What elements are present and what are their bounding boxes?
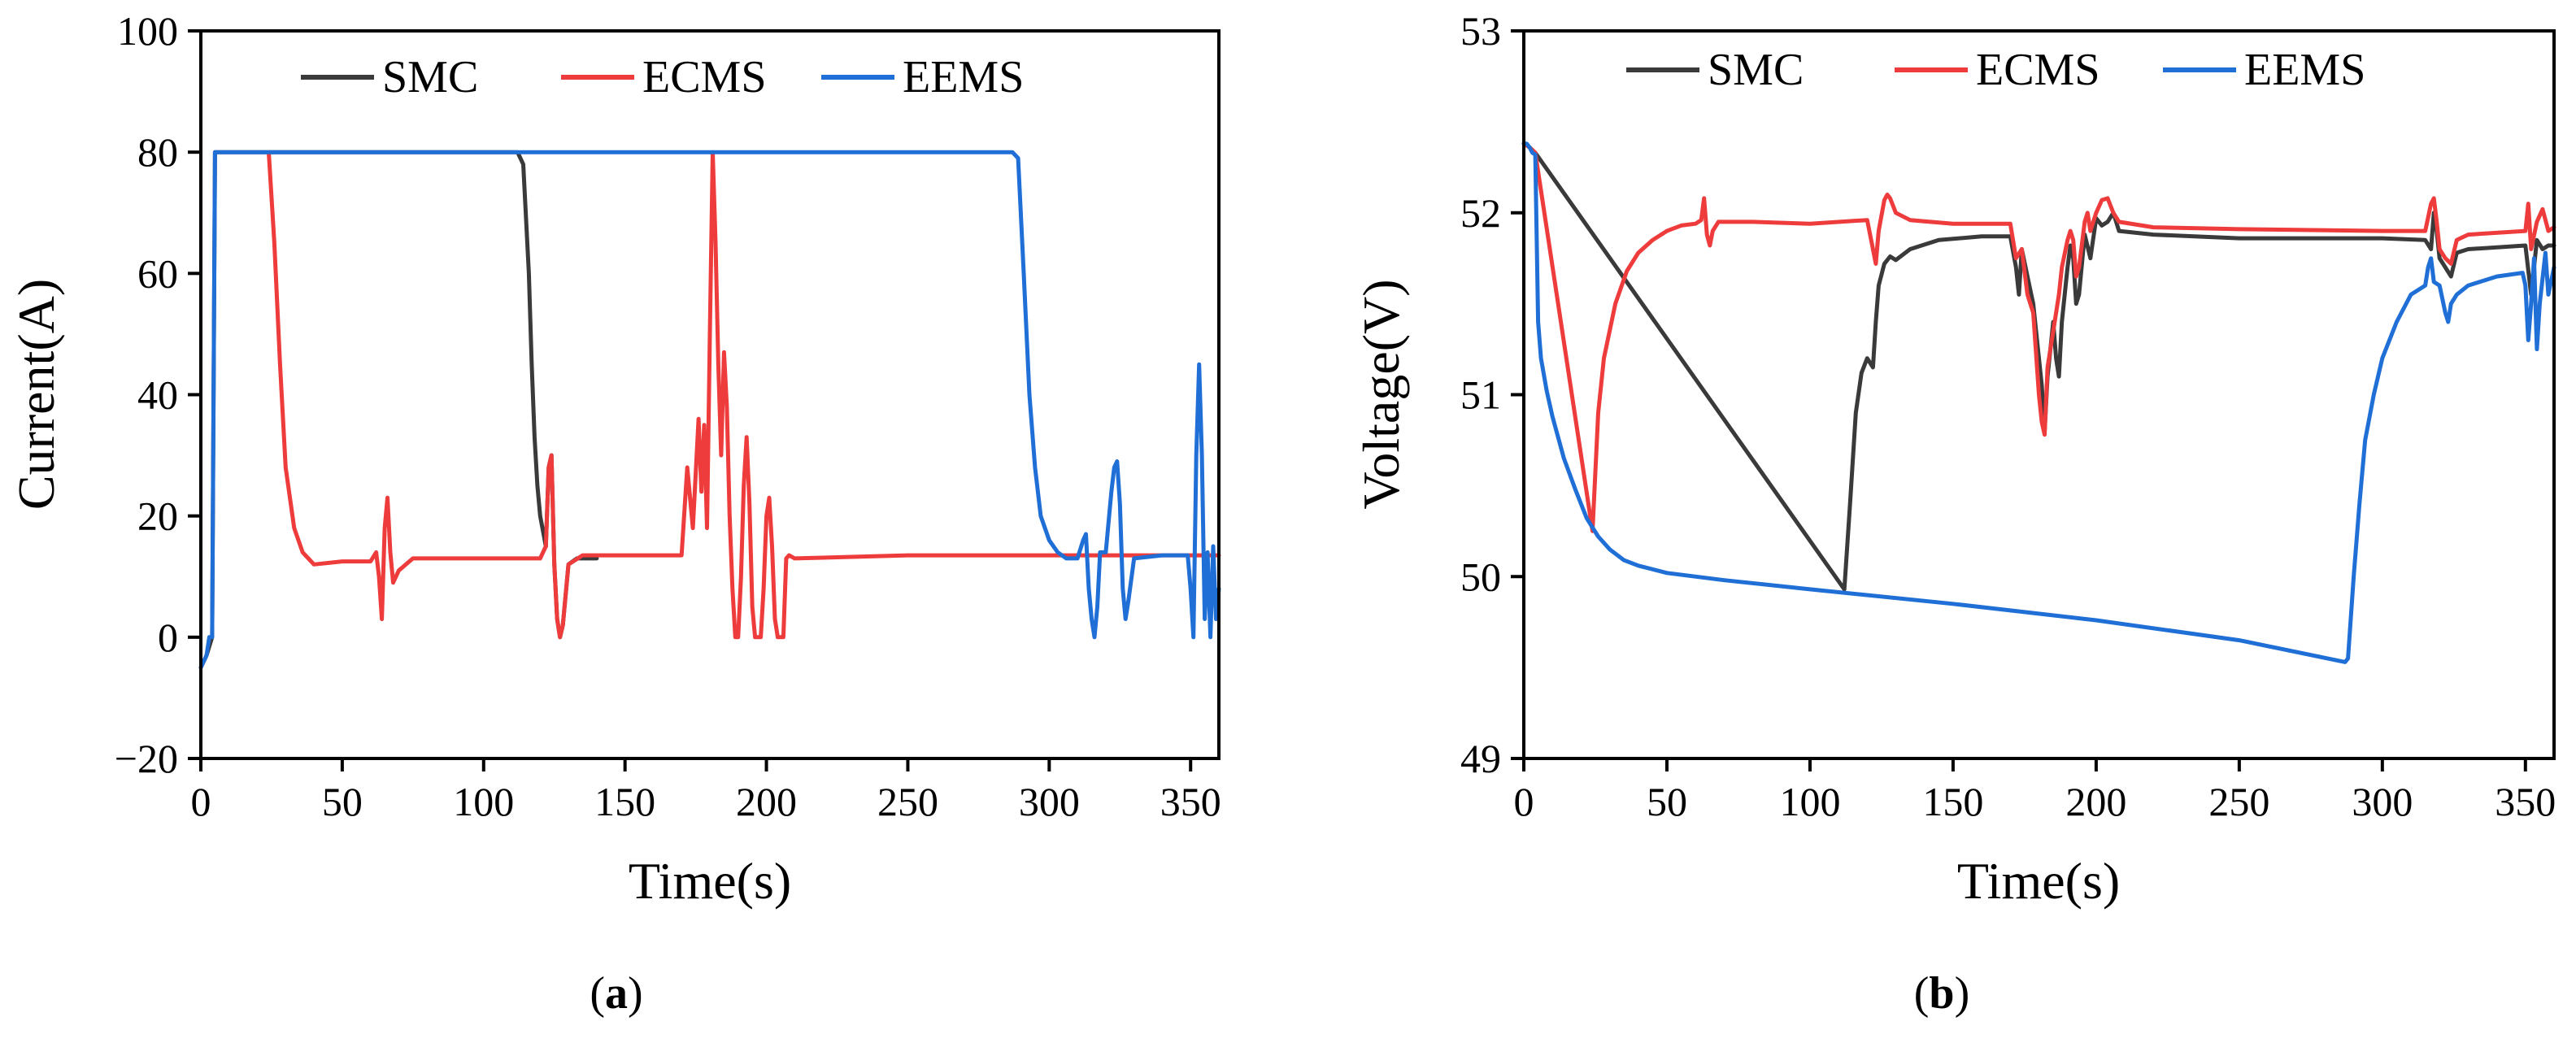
panel-b-x-tick-label: 0 bbox=[1514, 779, 1534, 824]
panel-b-y-tick-label: 51 bbox=[1460, 372, 1501, 418]
panel-a-series-ecms bbox=[267, 150, 1221, 640]
panel-a-current-chart: 0 50 100 150 200 250 300 350 −20 0 20 40 60 80 100 SM… bbox=[7, 8, 1221, 1019]
panel-a-y-axis-label: Current(A) bbox=[7, 279, 65, 510]
panel-a-series-smc bbox=[198, 150, 599, 670]
panel-b-y-tick-label: 53 bbox=[1460, 8, 1501, 54]
panel-a-x-tick-label: 350 bbox=[1160, 779, 1221, 824]
panel-b-series-eems bbox=[1521, 141, 2556, 664]
panel-b-series-smc bbox=[1521, 141, 2556, 592]
panel-b-x-tick-label: 50 bbox=[1647, 779, 1687, 824]
panel-a-series-eems bbox=[198, 150, 1221, 670]
panel-a-x-tick-label: 50 bbox=[322, 779, 363, 824]
panel-a-y-tick-label: −20 bbox=[115, 736, 178, 781]
panel-a-legend-label-eems: EEMS bbox=[903, 52, 1024, 102]
panel-b-x-ticks: 0 50 100 150 200 250 300 350 bbox=[1514, 758, 2556, 824]
panel-b-x-tick-label: 200 bbox=[2065, 779, 2126, 824]
panel-a-x-tick-label: 100 bbox=[453, 779, 514, 824]
panel-a-x-axis-label: Time(s) bbox=[629, 852, 791, 910]
panel-a-x-tick-label: 150 bbox=[594, 779, 655, 824]
panel-b-legend: SMC ECMS EEMS bbox=[1626, 45, 2365, 95]
panel-b-y-tick-label: 49 bbox=[1460, 736, 1501, 781]
panel-b-legend-label-eems: EEMS bbox=[2244, 45, 2365, 95]
panel-b-x-tick-label: 100 bbox=[1779, 779, 1840, 824]
panel-b-x-axis-label: Time(s) bbox=[1957, 852, 2120, 910]
panel-a-x-ticks: 0 50 100 150 200 250 300 350 bbox=[191, 758, 1221, 824]
panel-a-legend-label-ecms: ECMS bbox=[642, 52, 767, 102]
panel-b-y-tick-label: 52 bbox=[1460, 190, 1501, 236]
panel-a-caption: (a) bbox=[590, 968, 642, 1019]
panel-a-y-tick-label: 100 bbox=[117, 8, 178, 54]
panel-b-caption: (b) bbox=[1914, 968, 1969, 1019]
panel-b-voltage-chart: 0 50 100 150 200 250 300 350 49 50 51 52 53 SMC ECMS… bbox=[1352, 8, 2556, 1019]
panel-a-x-tick-label: 0 bbox=[191, 779, 211, 824]
panel-a-y-tick-label: 40 bbox=[137, 372, 178, 418]
panel-b-series-layer bbox=[1521, 141, 2556, 664]
panel-b-x-tick-label: 350 bbox=[2495, 779, 2556, 824]
panel-a-y-tick-label: 60 bbox=[137, 250, 178, 296]
panel-a-y-tick-label: 80 bbox=[137, 129, 178, 175]
panel-a-series-layer bbox=[198, 150, 1221, 670]
panel-a-x-tick-label: 200 bbox=[736, 779, 797, 824]
panel-b-x-tick-label: 250 bbox=[2208, 779, 2269, 824]
panel-b-legend-label-smc: SMC bbox=[1708, 45, 1804, 95]
panel-a-y-tick-label: 0 bbox=[158, 615, 178, 660]
panel-a-x-tick-label: 250 bbox=[877, 779, 938, 824]
panel-b-x-tick-label: 150 bbox=[1922, 779, 1983, 824]
panel-b-y-axis-label: Voltage(V) bbox=[1352, 279, 1410, 509]
panel-a-legend: SMC ECMS EEMS bbox=[301, 52, 1024, 102]
panel-a-y-ticks: −20 0 20 40 60 80 100 bbox=[115, 8, 201, 781]
panel-b-y-tick-label: 50 bbox=[1460, 554, 1501, 599]
panel-b-legend-label-ecms: ECMS bbox=[1976, 45, 2100, 95]
panel-a-x-tick-label: 300 bbox=[1019, 779, 1080, 824]
panel-b-y-ticks: 49 50 51 52 53 bbox=[1460, 8, 1524, 781]
panel-b-series-ecms bbox=[1521, 141, 2556, 533]
panel-b-x-tick-label: 300 bbox=[2352, 779, 2413, 824]
panel-a-legend-label-smc: SMC bbox=[382, 52, 478, 102]
panel-a-y-tick-label: 20 bbox=[137, 493, 178, 539]
